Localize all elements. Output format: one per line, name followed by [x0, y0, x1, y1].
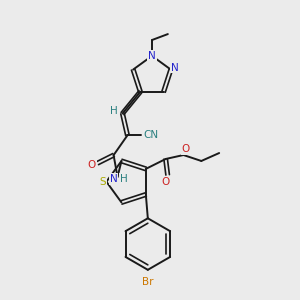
Text: CN: CN — [144, 130, 159, 140]
Text: Br: Br — [142, 277, 154, 287]
Text: N: N — [171, 63, 179, 73]
Text: N: N — [148, 51, 156, 61]
Text: O: O — [181, 144, 190, 154]
Text: O: O — [161, 177, 170, 187]
Text: H: H — [120, 174, 128, 184]
Text: N: N — [110, 174, 118, 184]
Text: H: H — [110, 106, 118, 116]
Text: S: S — [99, 177, 106, 187]
Text: O: O — [88, 160, 96, 170]
